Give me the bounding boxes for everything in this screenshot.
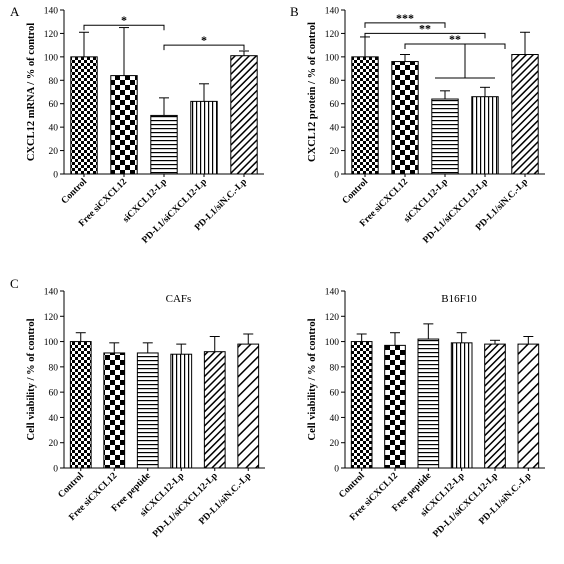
chart-panel-3: C CAFs 0 20 40 60 80 100 120 140 Cell viability / …: [10, 276, 265, 540]
x-tick-label: Control: [60, 177, 90, 207]
y-tick-label: 60: [330, 100, 340, 110]
significance-bracket: [364, 32, 486, 39]
y-tick-label: 0: [53, 171, 58, 181]
y-tick-label: 140: [44, 7, 59, 17]
y-tick-label: 20: [49, 439, 59, 449]
bar: [417, 338, 440, 469]
y-tick-label: 40: [330, 414, 340, 424]
y-tick-label: 100: [325, 53, 340, 63]
y-tick-label: 20: [49, 147, 59, 157]
bar: [190, 100, 218, 175]
significance-label: *: [201, 33, 207, 47]
bar: [484, 343, 506, 469]
panel-label: B: [290, 4, 299, 19]
y-tick-label: 0: [334, 171, 339, 181]
y-tick-label: 100: [44, 53, 59, 63]
y-tick-label: 60: [330, 389, 340, 399]
group-bracket: [435, 43, 495, 79]
significance-label: *: [121, 13, 127, 27]
bar: [203, 351, 226, 469]
bar: [103, 352, 126, 469]
bar: [511, 54, 539, 175]
chart-panel-1: A 0 20 40 60 80 100 120 140 CXCL12 mRNA / % of co…: [10, 4, 264, 246]
bar: [110, 75, 138, 175]
significance-bracket: [364, 22, 446, 28]
y-tick-label: 140: [325, 288, 340, 298]
y-tick-label: 80: [330, 363, 340, 373]
bar: [350, 341, 373, 469]
y-tick-label: 40: [49, 124, 59, 134]
bar: [471, 96, 499, 175]
y-tick-label: 80: [49, 363, 59, 373]
y-tick-label: 100: [44, 338, 59, 348]
bar: [69, 341, 92, 469]
bar: [230, 55, 258, 175]
bar: [237, 343, 260, 469]
y-axis-label: CXCL12 mRNA / % of control: [26, 23, 37, 161]
panel-label: A: [10, 4, 20, 19]
y-tick-label: 120: [44, 30, 59, 40]
significance-bracket: [404, 43, 506, 49]
y-tick-label: 40: [49, 414, 59, 424]
y-tick-label: 100: [325, 338, 340, 348]
y-tick-label: 20: [330, 147, 340, 157]
y-tick-label: 60: [49, 389, 59, 399]
chart-title: B16F10: [441, 293, 477, 305]
y-tick-label: 80: [49, 77, 59, 87]
significance-label: **: [449, 32, 461, 46]
bar: [450, 342, 473, 469]
chart-panel-2: B 0 20 40 60 80 100 120 140 CXCL12 protein / % of…: [290, 4, 545, 246]
y-tick-label: 120: [325, 313, 340, 323]
y-tick-label: 140: [325, 7, 340, 17]
panel-label: C: [10, 276, 19, 291]
significance-label: ***: [396, 11, 414, 25]
y-tick-label: 40: [330, 124, 340, 134]
significance-label: **: [419, 21, 431, 35]
y-axis-label: Cell viability / % of control: [26, 318, 37, 440]
x-tick-label: PD-L1/siCXCL12-Lp: [151, 471, 220, 540]
x-tick-label: Control: [337, 471, 367, 501]
bar: [384, 344, 406, 469]
y-tick-label: 0: [53, 465, 58, 475]
y-tick-label: 120: [44, 313, 59, 323]
significance-bracket: [83, 24, 165, 31]
bar: [517, 343, 540, 469]
x-tick-label: PD-L1/siCXCL12-Lp: [431, 471, 500, 540]
significance-bracket: [163, 44, 245, 51]
chart-panel-4: B16F10 0 20 40 60 80 100 120 140 Cell viability /…: [307, 288, 545, 540]
y-tick-label: 60: [49, 100, 59, 110]
bar: [351, 56, 379, 175]
y-tick-label: 80: [330, 77, 340, 87]
bar: [150, 114, 178, 175]
y-tick-label: 140: [44, 288, 59, 298]
bar: [391, 61, 419, 175]
y-tick-label: 120: [325, 30, 340, 40]
bar: [136, 352, 159, 469]
bar: [170, 353, 193, 469]
y-tick-label: 20: [330, 439, 340, 449]
bar: [431, 98, 459, 175]
chart-title: CAFs: [166, 293, 192, 305]
x-tick-label: Control: [57, 471, 87, 501]
y-axis-label: CXCL12 protein / % of control: [307, 22, 318, 162]
y-tick-label: 0: [334, 465, 339, 475]
x-tick-label: Control: [341, 177, 371, 207]
y-axis-label: Cell viability / % of control: [307, 318, 318, 440]
bar: [70, 56, 98, 175]
